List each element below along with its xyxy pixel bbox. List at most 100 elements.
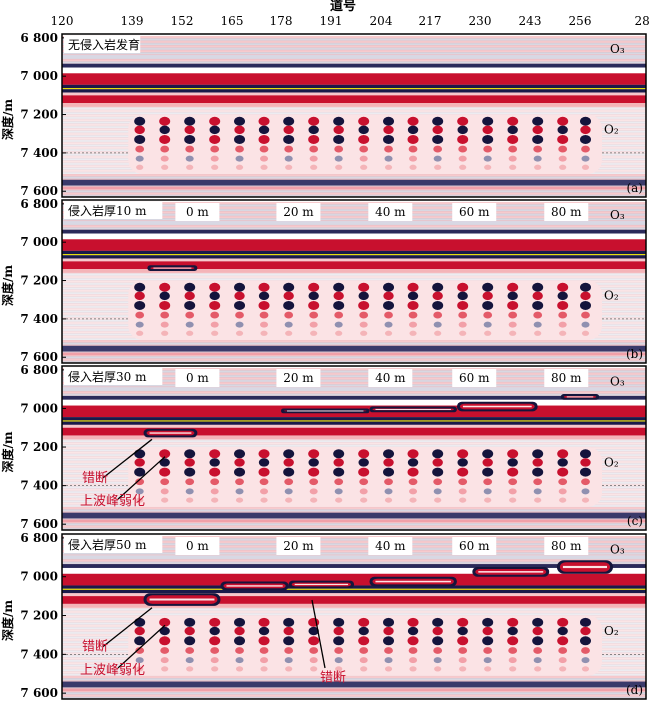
thickness-label-text: 20 m — [283, 539, 314, 553]
reflection-blob — [384, 488, 393, 495]
reflection-blob — [457, 617, 469, 627]
reflection-blob — [457, 291, 468, 301]
reflection-blob — [185, 657, 194, 664]
reflection-blob — [185, 647, 195, 654]
reflection-blob — [533, 488, 542, 495]
reflection-blob — [135, 321, 144, 328]
reflection-blob — [308, 449, 320, 459]
thickness-label-bg — [368, 203, 413, 221]
thickness-label-bg — [544, 203, 589, 221]
reflection-blob — [559, 330, 567, 336]
reflection-blob — [284, 311, 294, 319]
reflection-blob — [581, 330, 590, 336]
reflection-blob — [407, 636, 419, 646]
caption-bg — [64, 368, 163, 385]
reflection-blob — [258, 636, 270, 646]
caption-text: 侵入岩厚30 m — [68, 369, 147, 384]
reflection-blob — [532, 449, 544, 459]
reflection-blob — [580, 449, 591, 459]
horizon-band — [62, 63, 646, 68]
reflection-blob — [458, 311, 468, 319]
reflection-blob — [134, 458, 145, 467]
thickness-label: 20 m — [276, 537, 321, 555]
reflection-blob — [333, 282, 345, 292]
reflection-blob — [434, 666, 442, 672]
y-tick-label: 7 200 — [20, 108, 58, 122]
reflection-blob — [259, 478, 269, 486]
y-tick-label: 7 400 — [20, 146, 58, 160]
reflection-blob — [532, 116, 544, 126]
reflection-blob — [308, 134, 320, 144]
reflection-blob — [581, 155, 590, 162]
reflection-blob — [434, 497, 442, 503]
reflection-band — [62, 208, 646, 212]
reflection-band — [62, 109, 646, 113]
reflection-blob — [360, 330, 368, 336]
reflection-blob — [508, 321, 517, 328]
reflection-blob — [532, 467, 544, 477]
reflection-blob — [159, 626, 170, 636]
reflection-blob — [508, 478, 518, 486]
reflection-blob — [558, 478, 568, 486]
annotation: 错断 — [82, 607, 153, 654]
horizon-band — [62, 596, 646, 604]
reflection-blob — [308, 458, 319, 467]
reflection-band — [62, 206, 646, 210]
reflection-blob — [308, 626, 319, 636]
reflection-blob — [484, 164, 492, 170]
reflection-blob — [210, 311, 220, 319]
horizon-band — [62, 258, 646, 262]
reflection-blob — [209, 300, 221, 310]
reflection-blob — [235, 666, 244, 672]
reflection-blob — [483, 321, 492, 328]
reflection-band — [62, 549, 646, 553]
reflection-blob — [210, 488, 219, 495]
horizon-band — [62, 427, 646, 436]
reflection-blob — [533, 155, 542, 162]
panel-frame — [61, 199, 647, 364]
reflection-blob — [359, 155, 368, 162]
reflection-blob — [258, 125, 270, 135]
reflection-band — [62, 201, 646, 205]
horizon-band — [62, 417, 646, 421]
annotation: 上波峰弱化 — [80, 624, 166, 678]
reflection-blob — [134, 116, 146, 126]
reflection-blob — [210, 155, 219, 162]
thickness-label: 0 m — [175, 369, 220, 387]
reflection-blob — [507, 636, 519, 646]
annotation-text: 上波峰弱化 — [80, 663, 145, 678]
reflection-blob — [161, 330, 169, 336]
horizon-band — [62, 239, 646, 251]
thickness-label-text: 80 m — [551, 205, 582, 219]
reflection-blob — [581, 666, 590, 672]
reflection-blob — [384, 497, 393, 503]
reflection-blob — [457, 636, 469, 646]
reflection-blob — [483, 657, 492, 664]
reflection-blob — [159, 116, 171, 126]
y-tick-label: 6 800 — [20, 531, 58, 545]
panel-tag: (d) — [626, 683, 643, 697]
reflection-blob — [457, 626, 468, 636]
reflection-band — [62, 204, 646, 208]
reflection-blob — [260, 497, 268, 503]
thickness-label-text: 80 m — [551, 539, 582, 553]
x-tick-label: 280 — [635, 14, 650, 28]
thickness-label: 40 m — [368, 203, 413, 221]
reflection-blob — [284, 478, 294, 486]
reflection-blob — [285, 330, 293, 336]
reflection-blob — [409, 330, 417, 336]
reflection-blob — [433, 657, 442, 664]
reflection-blob — [457, 467, 469, 477]
reflection-blob — [135, 478, 145, 486]
reflection-blob — [160, 657, 169, 664]
reflection-blob — [458, 145, 468, 153]
reflection-blob — [235, 497, 244, 503]
reflection-blob — [134, 617, 146, 627]
reflection-band — [62, 523, 646, 527]
horizon-band — [62, 352, 646, 356]
reflection-blob — [210, 145, 220, 153]
reflection-blob — [159, 282, 171, 292]
reflection-blob — [433, 478, 443, 486]
reflection-blob — [457, 449, 469, 459]
reflection-blob — [458, 657, 467, 664]
